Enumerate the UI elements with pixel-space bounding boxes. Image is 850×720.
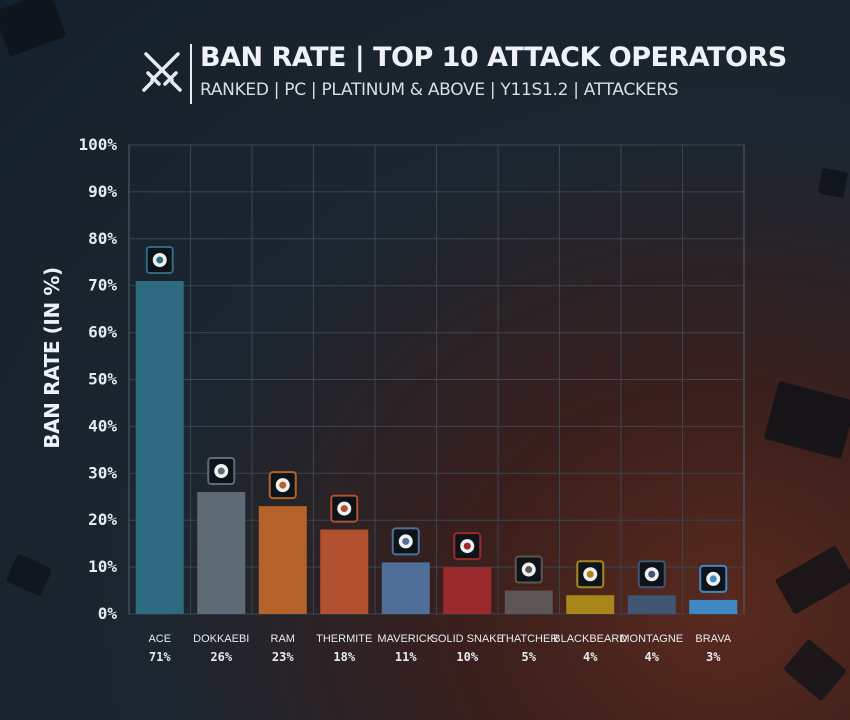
bar-dokkaebi (197, 492, 246, 614)
maverick-operator-icon (391, 527, 420, 556)
crossed-swords-icon (142, 52, 182, 92)
thatcher-operator-icon (514, 555, 543, 584)
category-label: BLACKBEARD (553, 633, 627, 645)
y-axis-ticks: 0% 10% 20% 30% 40% 50% 60% 70% 80% 90% 100% (78, 135, 117, 623)
y-tick-label: 30% (88, 463, 117, 482)
value-label: 11% (395, 650, 417, 664)
category-label: RAM (271, 633, 295, 645)
bar-ram (258, 506, 307, 614)
value-label: 23% (272, 650, 294, 664)
ace-operator-icon (145, 246, 174, 275)
montagne-operator-icon (637, 560, 666, 589)
value-label: 4% (583, 650, 598, 664)
bar-blackbeard (566, 595, 615, 614)
bar-thermite (320, 529, 369, 614)
value-label: 10% (456, 650, 478, 664)
value-label: 5% (522, 650, 537, 664)
dokkaebi-operator-icon (207, 457, 236, 486)
value-label: 4% (645, 650, 660, 664)
category-label: MAVERICK (377, 633, 434, 645)
bar-solid-snake (443, 567, 492, 614)
category-label: THATCHER (499, 633, 558, 645)
bar-thatcher (504, 590, 553, 614)
value-label: 26% (210, 650, 232, 664)
bar-brava (689, 599, 738, 614)
blackbeard-operator-icon (576, 560, 605, 589)
value-label: 3% (706, 650, 721, 664)
y-tick-label: 70% (88, 276, 117, 295)
chart-bars (135, 281, 738, 614)
title-divider (190, 44, 192, 104)
y-tick-label: 50% (88, 370, 117, 389)
bar-montagne (627, 595, 676, 614)
value-label: 71% (149, 650, 171, 664)
chart-header: BAN RATE | TOP 10 ATTACK OPERATORS RANKE… (138, 42, 787, 112)
category-label: MONTAGNE (620, 633, 683, 645)
y-tick-label: 80% (88, 229, 117, 248)
value-label: 18% (333, 650, 355, 664)
chart-title: BAN RATE | TOP 10 ATTACK OPERATORS (200, 42, 787, 73)
category-label: BRAVA (695, 633, 731, 645)
y-tick-label: 10% (88, 557, 117, 576)
category-label: THERMITE (316, 633, 372, 645)
y-tick-label: 60% (88, 323, 117, 342)
solid-snake-operator-icon (453, 532, 482, 561)
ram-operator-icon (268, 471, 297, 500)
chart-subtitle: RANKED | PC | PLATINUM & ABOVE | Y11S1.2… (200, 80, 679, 100)
category-label: SOLID SNAKE (431, 633, 504, 645)
x-axis-labels: ACE 71% DOKKAEBI 26% RAM 23% THERMITE 18% MAVERI… (148, 633, 731, 664)
bar-maverick (381, 562, 430, 614)
brava-operator-icon (699, 564, 728, 593)
y-tick-label: 40% (88, 416, 117, 435)
y-tick-label: 20% (88, 510, 117, 529)
category-label: ACE (148, 633, 171, 645)
y-tick-label: 0% (98, 604, 118, 623)
bar-ace (135, 281, 184, 614)
operator-icons (145, 246, 728, 593)
y-tick-label: 100% (78, 135, 117, 154)
thermite-operator-icon (330, 494, 359, 523)
category-label: DOKKAEBI (193, 633, 249, 645)
y-tick-label: 90% (88, 182, 117, 201)
